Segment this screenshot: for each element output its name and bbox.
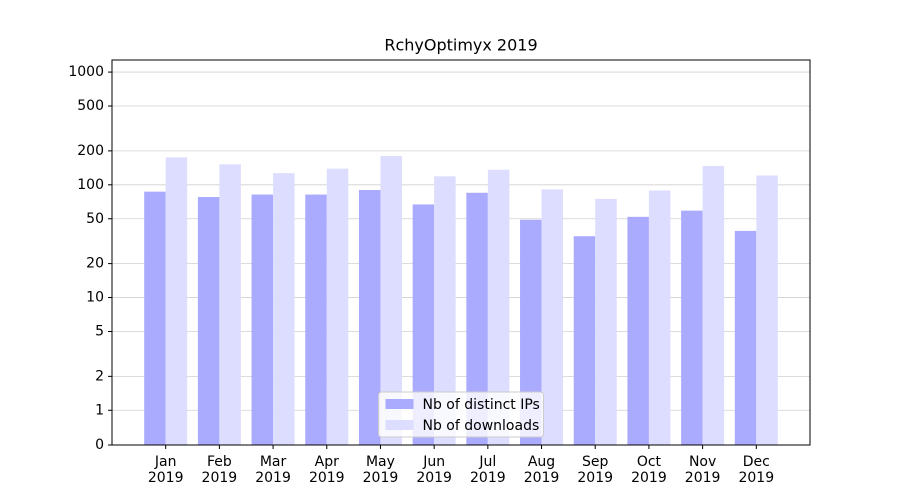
bar	[487, 169, 510, 445]
bar	[273, 173, 295, 445]
x-tick-label: Apr 2019	[308, 454, 345, 486]
x-tick-label: Jul 2019	[470, 454, 506, 486]
legend-swatch	[385, 399, 414, 409]
bar	[681, 210, 703, 445]
bar	[165, 157, 188, 446]
x-tick-label: May 2019	[362, 454, 399, 486]
x-tick-label: Jun 2019	[416, 454, 452, 486]
plot-frame	[111, 59, 811, 446]
x-tick-label: Sep 2019	[577, 454, 614, 486]
bar	[648, 190, 671, 445]
y-tick-label: 500	[77, 98, 104, 114]
y-tick-label: 1	[95, 402, 104, 418]
legend: Nb of distinct IPs Nb of downloads	[378, 391, 544, 438]
bar	[466, 192, 488, 445]
bar	[520, 219, 542, 445]
bar	[358, 189, 381, 445]
bar	[541, 189, 564, 445]
x-tick-label: Feb 2019	[201, 454, 238, 486]
bar	[702, 165, 725, 446]
y-tick-label: 200	[77, 143, 104, 159]
bar	[144, 191, 166, 445]
bar	[326, 168, 349, 445]
chart-title: RchyOptimyx 2019	[384, 36, 537, 55]
y-tick-label: 50	[86, 211, 104, 227]
x-tick-label: Oct 2019	[631, 454, 667, 486]
bar	[251, 194, 274, 445]
x-tick-label: Dec 2019	[738, 454, 775, 486]
bar	[595, 198, 617, 445]
y-tick-label: 0	[95, 437, 104, 453]
bar	[734, 230, 757, 445]
y-tick-label: 20	[86, 256, 104, 272]
bar	[434, 176, 456, 445]
x-tick-label: Jan 2019	[147, 454, 184, 486]
bar	[197, 196, 220, 445]
legend-swatch	[385, 420, 414, 430]
y-tick-label: 1000	[68, 64, 104, 80]
bar	[305, 194, 327, 445]
bar	[219, 164, 241, 445]
bar	[573, 236, 596, 445]
x-tick-label: Aug 2019	[523, 454, 560, 486]
bar	[380, 156, 402, 446]
x-tick-label: Mar 2019	[255, 454, 291, 486]
y-tick-label: 100	[77, 177, 104, 193]
legend-label: Nb of distinct IPs	[423, 397, 540, 413]
y-tick-label: 5	[95, 323, 104, 339]
legend-frame	[378, 391, 544, 438]
y-tick-label: 10	[86, 290, 104, 306]
y-tick-label: 2	[95, 368, 104, 384]
bar	[756, 175, 778, 445]
legend-label: Nb of downloads	[423, 418, 540, 434]
bar	[412, 204, 435, 445]
bar	[627, 216, 649, 445]
x-tick-label: Nov 2019	[684, 454, 721, 486]
